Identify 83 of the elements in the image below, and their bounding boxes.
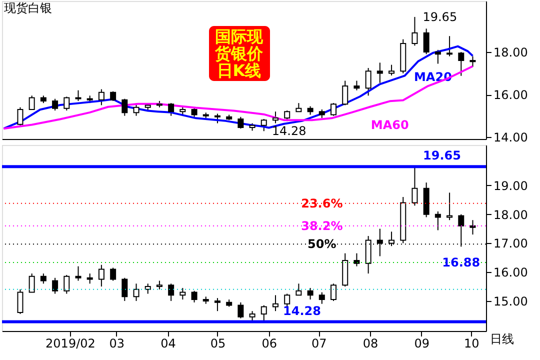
chart-title: 现货白银 bbox=[4, 1, 52, 15]
candlestick bbox=[180, 287, 186, 300]
candlestick bbox=[470, 56, 476, 68]
candlestick bbox=[52, 277, 58, 294]
y-tick-label: 18.00 bbox=[494, 46, 528, 60]
candlestick bbox=[260, 118, 267, 132]
candlestick bbox=[260, 304, 267, 322]
candlestick bbox=[365, 67, 372, 96]
candlestick bbox=[133, 283, 140, 302]
x-tick-label: 08 bbox=[362, 336, 378, 350]
candlestick bbox=[342, 80, 348, 106]
candlestick bbox=[446, 36, 453, 57]
x-tick-label: 09 bbox=[414, 336, 430, 350]
annotation: 14.28 bbox=[272, 124, 306, 138]
y-tick-label: 16.00 bbox=[494, 266, 528, 280]
candlestick bbox=[412, 166, 418, 206]
candlestick bbox=[168, 102, 174, 116]
candlestick bbox=[238, 302, 244, 319]
candlestick bbox=[249, 310, 256, 322]
candlestick bbox=[64, 274, 70, 294]
candlestick bbox=[28, 95, 35, 110]
text: 日线 bbox=[490, 332, 514, 346]
candlestick bbox=[75, 266, 82, 282]
y-tick-label: 17.00 bbox=[494, 236, 528, 251]
candlestick bbox=[412, 16, 418, 46]
annotation: 19.65 bbox=[422, 10, 458, 24]
candlestick bbox=[388, 64, 395, 76]
x-tick-label: 10 bbox=[464, 336, 480, 350]
candlestick bbox=[318, 292, 325, 304]
candlestick bbox=[168, 283, 174, 302]
x-tick-label: 07 bbox=[311, 336, 327, 350]
candlestick bbox=[98, 88, 104, 106]
x-tick-label: 06 bbox=[262, 336, 278, 350]
candlestick bbox=[133, 102, 140, 116]
candlestick bbox=[75, 90, 82, 102]
y-tick-label: 18.00 bbox=[494, 208, 528, 222]
candlestick bbox=[28, 273, 35, 293]
candlestick bbox=[458, 52, 464, 76]
candlestick bbox=[272, 111, 278, 124]
ref-line-label: 14.28 bbox=[283, 304, 321, 318]
candlestick bbox=[434, 49, 441, 64]
candlestick bbox=[40, 273, 46, 284]
candlestick bbox=[296, 283, 302, 296]
candlestick bbox=[330, 283, 337, 302]
candlestick bbox=[17, 288, 24, 314]
series-label: MA60 bbox=[370, 118, 409, 132]
candlestick bbox=[272, 294, 278, 312]
candlestick bbox=[470, 220, 476, 236]
candlestick bbox=[238, 116, 244, 130]
candlestick bbox=[330, 102, 337, 116]
annotation: 50% bbox=[308, 237, 336, 252]
candlestick bbox=[354, 80, 360, 91]
candlestick bbox=[86, 273, 93, 284]
candlestick bbox=[354, 252, 360, 267]
candlestick bbox=[110, 267, 116, 282]
candlestick bbox=[191, 290, 198, 303]
x-tick-label: 05 bbox=[210, 336, 226, 350]
candlestick bbox=[52, 98, 58, 112]
y-tick-label: 14.00 bbox=[494, 130, 528, 145]
annotation: 16.88 bbox=[442, 256, 480, 270]
candlestick bbox=[110, 90, 116, 102]
y-tick-label: 16.00 bbox=[494, 88, 528, 102]
annotation: 国际现货银价日K线 bbox=[214, 27, 264, 80]
candlestick bbox=[98, 264, 104, 288]
candlestick bbox=[214, 113, 220, 124]
candlestick bbox=[122, 98, 128, 116]
candlestick bbox=[376, 62, 383, 84]
x-tick-label: 04 bbox=[160, 336, 176, 350]
candlestick bbox=[214, 298, 220, 312]
annotation: 38.2% bbox=[301, 218, 343, 233]
ref-line-label: 19.65 bbox=[423, 148, 461, 163]
candlestick bbox=[64, 96, 70, 112]
x-tick-label: 2019/02 bbox=[46, 336, 96, 350]
candlestick bbox=[434, 210, 441, 231]
candlestick bbox=[423, 28, 430, 55]
x-tick-label: 03 bbox=[109, 336, 125, 350]
candlestick bbox=[307, 287, 314, 300]
annotation: 23.6% bbox=[301, 196, 343, 210]
candlestick bbox=[122, 277, 128, 302]
y-tick-label: 19.00 bbox=[494, 178, 528, 193]
y-tick-label: 15.00 bbox=[494, 294, 528, 308]
candlestick bbox=[17, 106, 24, 126]
candlestick bbox=[144, 283, 151, 294]
